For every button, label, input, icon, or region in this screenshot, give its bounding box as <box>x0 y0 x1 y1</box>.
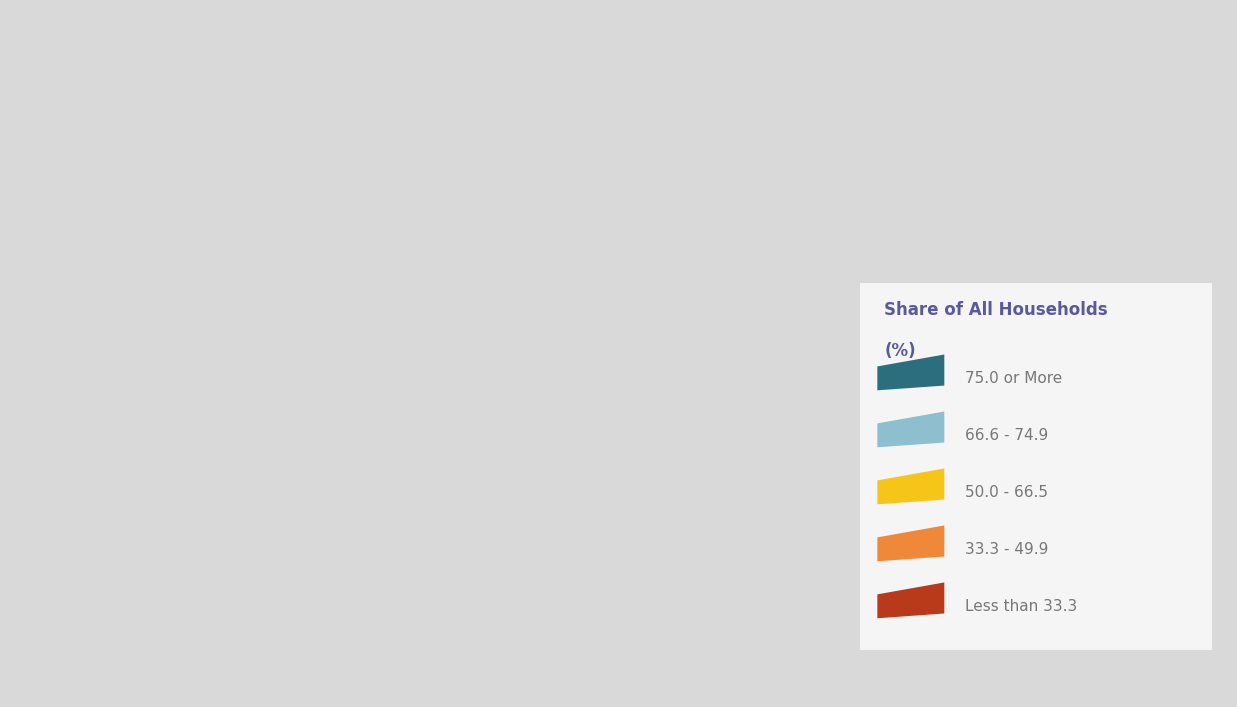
Polygon shape <box>877 354 944 390</box>
Text: 33.3 - 49.9: 33.3 - 49.9 <box>965 542 1049 557</box>
Text: (%): (%) <box>884 341 917 360</box>
Polygon shape <box>877 411 944 448</box>
Polygon shape <box>877 583 944 618</box>
FancyBboxPatch shape <box>860 283 1212 650</box>
Text: 75.0 or More: 75.0 or More <box>965 371 1063 386</box>
Text: 66.6 - 74.9: 66.6 - 74.9 <box>965 428 1049 443</box>
Text: Share of All Households: Share of All Households <box>884 301 1108 319</box>
Polygon shape <box>877 525 944 561</box>
Text: 50.0 - 66.5: 50.0 - 66.5 <box>965 485 1049 500</box>
Text: Less than 33.3: Less than 33.3 <box>965 599 1077 614</box>
Polygon shape <box>877 469 944 504</box>
